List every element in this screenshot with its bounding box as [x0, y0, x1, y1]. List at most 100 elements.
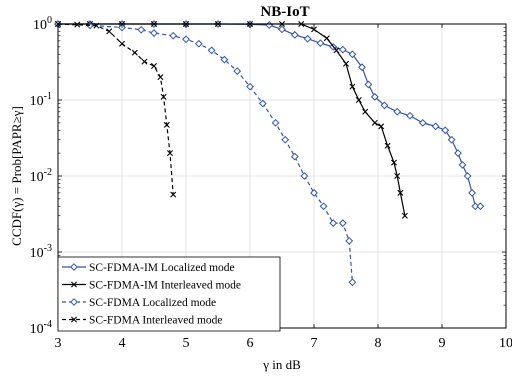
data-point [349, 83, 356, 90]
data-point [358, 63, 366, 72]
y-tick-label: 10-1 [30, 91, 52, 109]
data-point [131, 49, 138, 56]
y-tick-exponent: -2 [44, 167, 52, 178]
data-point [170, 191, 177, 198]
data-point [150, 29, 158, 37]
legend-marker [71, 316, 77, 323]
data-point [74, 21, 81, 28]
data-point [345, 236, 354, 245]
legend-marker [71, 281, 77, 288]
legend-item: SC-FDMA-IM Interleaved mode [62, 280, 241, 292]
data-point [391, 159, 397, 166]
data-point [338, 219, 347, 228]
legend-item: SC-FDMA Interleaved mode [62, 315, 223, 327]
data-point [220, 55, 229, 64]
data-point [333, 47, 340, 54]
x-marker-stroke [333, 47, 340, 54]
data-point [278, 25, 286, 34]
x-marker-stroke [141, 58, 148, 65]
data-point [151, 63, 157, 70]
x-marker-stroke [349, 83, 356, 90]
x-marker-stroke [151, 63, 157, 70]
data-point [271, 118, 280, 127]
y-tick-base: 10 [30, 94, 44, 109]
data-point [471, 202, 480, 211]
x-marker-stroke [106, 28, 113, 35]
x-tick-label: 5 [183, 336, 190, 351]
x-marker-stroke [163, 121, 170, 128]
x-marker-stroke [378, 123, 385, 130]
legend-marker [70, 298, 78, 306]
y-tick-label: 10-3 [30, 243, 52, 261]
legend-item: SC-FDMA Localized mode [62, 297, 216, 309]
data-point [163, 121, 170, 128]
data-point [300, 172, 309, 180]
data-point [310, 188, 318, 197]
chart-title: NB-IoT [260, 4, 309, 20]
data-point [343, 60, 349, 67]
y-tick-base: 10 [33, 18, 47, 33]
data-point [194, 39, 203, 48]
x-tick-label: 3 [55, 336, 62, 351]
x-tick-label: 10 [499, 336, 512, 351]
x-axis-label: γ in dB [262, 357, 301, 372]
x-tick-label: 9 [439, 336, 446, 351]
x-marker-stroke [160, 93, 167, 100]
y-tick-exponent: -1 [44, 91, 52, 102]
legend: SC-FDMA-IM Localized mode SC-FDMA-IM Inte… [57, 256, 281, 332]
data-point [329, 219, 338, 228]
data-point [406, 111, 414, 120]
x-marker-stroke [119, 40, 125, 47]
x-marker-stroke [355, 97, 362, 103]
data-point [338, 45, 347, 54]
data-point [290, 30, 299, 39]
legend-label: SC-FDMA Localized mode [89, 297, 216, 309]
data-point [348, 278, 357, 287]
data-point [348, 50, 357, 59]
data-point [431, 122, 440, 131]
legend-label: SC-FDMA Interleaved mode [89, 315, 223, 327]
x-marker-stroke [167, 150, 173, 157]
data-point [182, 35, 190, 44]
data-point [311, 26, 317, 33]
data-point [447, 135, 456, 144]
legend-label: SC-FDMA-IM Interleaved mode [89, 280, 241, 292]
data-point [364, 80, 373, 89]
x-tick-label: 6 [247, 336, 254, 351]
data-point [458, 160, 467, 169]
data-point [384, 142, 391, 149]
data-point [316, 39, 325, 48]
series-layer [54, 20, 485, 287]
x-marker-stroke [311, 26, 317, 33]
data-point [454, 149, 462, 158]
data-point [169, 31, 178, 40]
grid-lines [58, 24, 506, 328]
data-point [167, 150, 173, 157]
data-point [393, 107, 402, 116]
legend-item: SC-FDMA-IM Localized mode [62, 262, 235, 274]
legend-label: SC-FDMA-IM Localized mode [89, 262, 235, 274]
data-point [371, 119, 378, 126]
x-marker-stroke [362, 108, 369, 115]
data-point [290, 152, 299, 161]
data-point [468, 188, 476, 197]
x-marker-stroke [131, 49, 138, 56]
data-point [137, 25, 146, 34]
data-point [394, 173, 401, 179]
data-point [119, 40, 125, 47]
y-tick-base: 10 [30, 246, 44, 261]
x-marker-stroke [401, 212, 408, 219]
x-marker-stroke [71, 281, 77, 288]
x-marker-stroke [71, 316, 77, 323]
data-point [246, 82, 254, 91]
x-marker-stroke [170, 191, 177, 198]
data-point [106, 28, 113, 35]
series-3 [54, 20, 357, 287]
data-point [141, 58, 148, 65]
y-tick-label: 10-2 [30, 167, 52, 185]
data-point [319, 202, 328, 211]
y-tick-exponent: -4 [44, 319, 52, 330]
data-point [441, 126, 450, 135]
